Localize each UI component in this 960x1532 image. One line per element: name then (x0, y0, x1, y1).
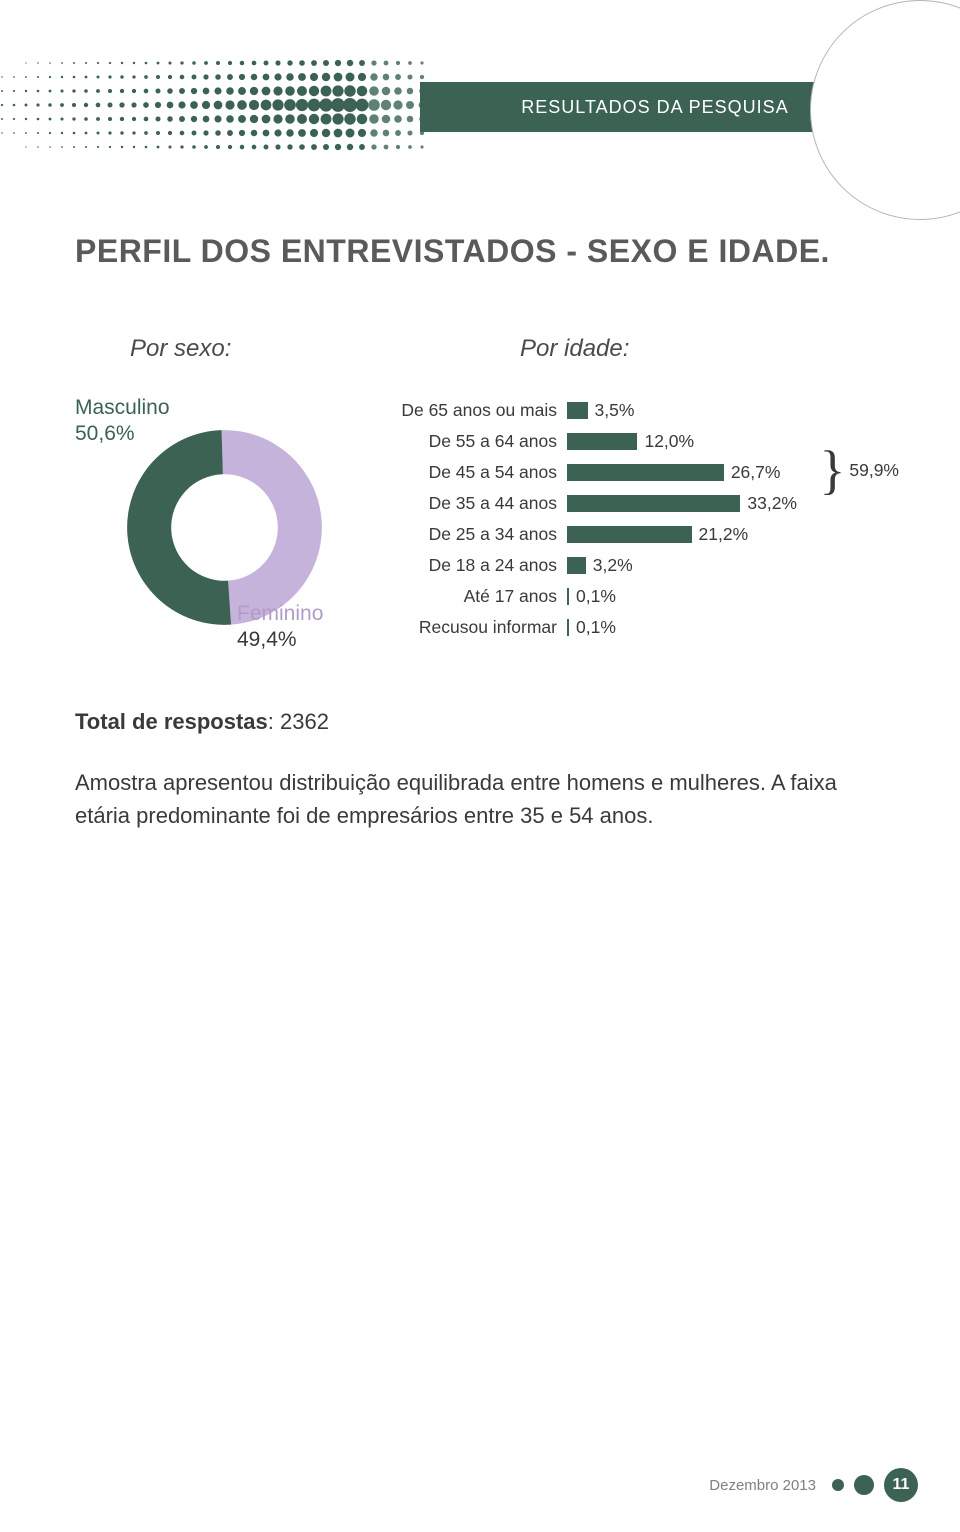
age-bar-track: 26,7% (567, 462, 797, 483)
total-label: Total de respostas (75, 709, 268, 734)
age-bar-track: 33,2% (567, 493, 797, 514)
masc-label: Masculino (75, 396, 170, 419)
age-bar-track: 3,2% (567, 555, 797, 576)
age-bar-track: 21,2% (567, 524, 797, 545)
age-bar-fill (567, 526, 692, 543)
footer-dot-icon (854, 1475, 874, 1495)
header-arc-icon (810, 0, 960, 220)
age-chart-heading: Por idade: (520, 335, 629, 363)
fem-label-block: Feminino 49,4% (237, 601, 323, 654)
age-bar-fill (567, 495, 740, 512)
age-bar-label: De 45 a 54 anos (395, 462, 567, 483)
page-number: 11 (884, 1468, 918, 1502)
age-bar-track: 0,1% (567, 617, 797, 638)
fem-value: 49,4% (237, 628, 297, 651)
charts-row: Por sexo: Por idade: Masculino 50,6% Fem… (75, 335, 910, 665)
age-bar-track: 3,5% (567, 400, 797, 421)
age-bar-track: 0,1% (567, 586, 797, 607)
age-bar-label: De 25 a 34 anos (395, 524, 567, 545)
age-bar-label: De 65 anos ou mais (395, 400, 567, 421)
age-bar-chart: } 59,9% De 65 anos ou mais 3,5% De 55 a 64… (395, 395, 935, 643)
age-bar-row: De 55 a 64 anos 12,0% (395, 426, 935, 457)
age-bar-value: 26,7% (724, 462, 781, 483)
age-bar-row: Recusou informar0,1% (395, 612, 935, 643)
age-bar-label: De 55 a 64 anos (395, 431, 567, 452)
body-text: Total de respostas: 2362 Amostra apresen… (75, 705, 885, 832)
age-bar-row: De 25 a 34 anos 21,2% (395, 519, 935, 550)
page-title: PERFIL DOS ENTREVISTADOS - SEXO E IDADE. (75, 233, 830, 270)
sex-donut-chart: Masculino 50,6% Feminino 49,4% (75, 395, 385, 448)
donut-svg-icon (122, 425, 327, 630)
age-bar-value: 33,2% (740, 493, 797, 514)
age-bar-row: De 18 a 24 anos 3,2% (395, 550, 935, 581)
age-bar-fill (567, 402, 588, 419)
age-bar-value: 3,5% (588, 400, 635, 421)
age-bar-label: Até 17 anos (395, 586, 567, 607)
total-value: 2362 (280, 709, 329, 734)
age-bar-value: 0,1% (569, 617, 616, 638)
header-banner-text: RESULTADOS DA PESQUISA (521, 97, 788, 118)
curly-brace-icon: } (819, 457, 845, 484)
age-bar-value: 0,1% (569, 586, 616, 607)
age-bar-fill (567, 557, 586, 574)
total-line: Total de respostas: 2362 (75, 705, 885, 738)
age-bracket: } 59,9% (819, 457, 899, 484)
age-bar-track: 12,0% (567, 431, 797, 452)
bracket-value: 59,9% (849, 460, 899, 481)
age-bar-fill (567, 433, 637, 450)
age-bar-row: Até 17 anos0,1% (395, 581, 935, 612)
age-bar-label: De 18 a 24 anos (395, 555, 567, 576)
age-bar-row: De 65 anos ou mais 3,5% (395, 395, 935, 426)
age-bar-value: 12,0% (637, 431, 694, 452)
footer-date: Dezembro 2013 (709, 1477, 816, 1494)
page-footer: Dezembro 2013 11 (709, 1468, 918, 1502)
age-bar-row: De 35 a 44 anos 33,2% (395, 488, 935, 519)
footer-dot-icon (832, 1479, 844, 1491)
dots-pattern-icon (0, 50, 430, 160)
body-paragraph: Amostra apresentou distribuição equilibr… (75, 766, 885, 832)
header-decoration: RESULTADOS DA PESQUISA (0, 40, 960, 160)
age-bar-label: De 35 a 44 anos (395, 493, 567, 514)
sex-chart-heading: Por sexo: (130, 335, 231, 363)
age-bar-label: Recusou informar (395, 617, 567, 638)
age-bar-value: 21,2% (692, 524, 749, 545)
age-bar-fill (567, 464, 724, 481)
age-bar-value: 3,2% (586, 555, 633, 576)
fem-label: Feminino (237, 602, 323, 625)
